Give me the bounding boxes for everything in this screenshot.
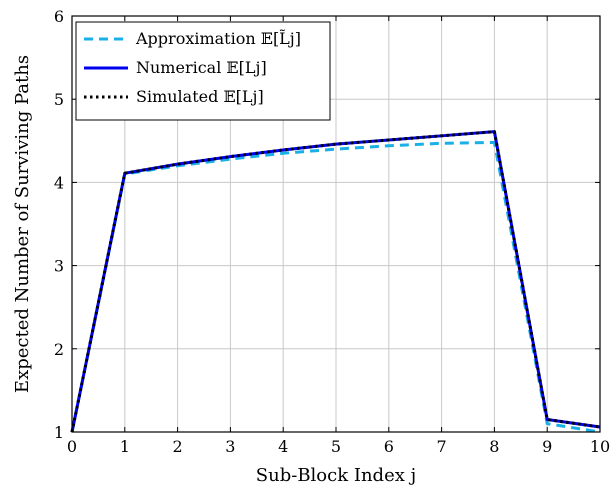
x-tick-label: 9 [542,437,552,456]
y-axis-label: Expected Number of Surviving Paths [12,55,33,393]
x-tick-label: 0 [67,437,77,456]
y-tick-label: 4 [54,173,64,192]
x-tick-label: 4 [278,437,288,456]
x-tick-label: 10 [590,437,610,456]
series-line-dotted [70,130,601,433]
legend-label: Simulated 𝔼[Lj] [136,87,264,106]
x-axis-label: Sub-Block Index j [256,465,416,486]
x-tick-label: 6 [384,437,394,456]
y-tick-label: 6 [54,7,64,26]
y-tick-label: 1 [54,423,64,442]
series-layer [70,130,601,434]
x-tick-label: 7 [437,437,447,456]
legend-label: Numerical 𝔼[Lj] [136,58,267,77]
y-tick-label: 2 [54,340,64,359]
y-tick-label: 5 [54,90,64,109]
x-tick-label: 8 [489,437,499,456]
legend-label: Approximation 𝔼[L̃j] [135,29,301,48]
legend: Approximation 𝔼[L̃j] Numerical 𝔼[Lj] Simul… [75,21,331,121]
x-tick-label: 5 [331,437,341,456]
x-tick-label: 3 [225,437,235,456]
x-tick-label: 1 [120,437,130,456]
y-tick-label: 3 [54,257,64,276]
x-tick-label: 2 [173,437,183,456]
